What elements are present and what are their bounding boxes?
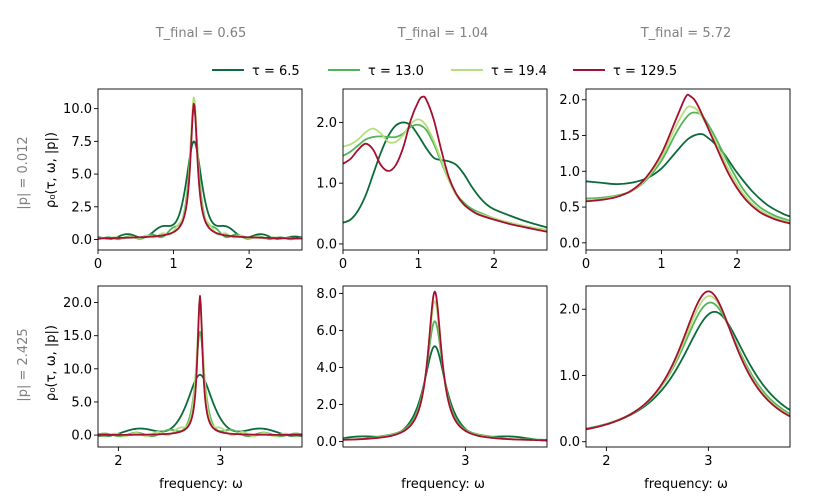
panel-r1-c3-ytick-label-4: 1.5 (559, 129, 580, 144)
panel-r2-c2-ytick-label-5: 8.0 (316, 287, 337, 302)
legend-label-3: τ = 19.4 (491, 64, 547, 79)
row-label-1: |p| = 0.012 (16, 136, 31, 209)
panel-r1-c3-series (586, 93, 790, 225)
legend-label-1: τ = 6.5 (252, 64, 300, 79)
panel-r1-c2-ytick-label-1: 0.0 (316, 237, 337, 252)
panel-r2-c3-ytick-label-3: 2.0 (559, 303, 580, 318)
panel-r1-c1-ytick-label-3: 5.0 (71, 168, 92, 183)
panel-r2-c1-frame (97, 285, 303, 448)
panel-r1-c2-xtick-label-1: 0 (339, 257, 347, 272)
panel-r2-c2-ytick-label-4: 6.0 (316, 324, 337, 339)
panel-r1-c3-xtick-label-3: 2 (733, 257, 741, 272)
y-axis-label-row2: ρ₀(τ, ω, |p|) (44, 325, 59, 401)
panel-r1-c2-xtick-label-3: 2 (490, 257, 498, 272)
panel-r2-c3-xtick-label-1: 2 (602, 454, 610, 469)
panel-r2-c2-series-line-4 (343, 290, 547, 442)
panel-r1-c1-series-line-4 (98, 102, 302, 240)
panel-r2-c2-series (343, 290, 547, 442)
panel-r1-c3-ytick-label-3: 1.0 (559, 165, 580, 180)
panel-r1-c3-ytick-label-5: 2.0 (559, 93, 580, 108)
panel-r2-c2-series-line-3 (343, 300, 547, 442)
y-axis-label-row1: ρ₀(τ, ω, |p|) (44, 132, 59, 208)
column-title-3: T_final = 5.72 (640, 26, 732, 41)
panel-r2-c2-ytick-label-3: 4.0 (316, 361, 337, 376)
panel-r1-c1-xtick-label-2: 1 (169, 257, 177, 272)
panel-r1-c3-series-line-4 (586, 93, 790, 225)
panel-r1-c1-frame (97, 88, 303, 251)
legend-label-4: τ = 129.5 (613, 64, 677, 79)
panel-r2-c1-series-line-3 (98, 304, 302, 438)
panel-r2-c1-ytick-label-3: 10.0 (63, 362, 92, 377)
legend-label-2: τ = 13.0 (368, 64, 424, 79)
panel-r2-c2-series-line-1 (343, 345, 547, 442)
column-title-1: T_final = 0.65 (155, 26, 247, 41)
panel-r1-c2-ytick-label-2: 1.0 (316, 177, 337, 192)
panel-r2-c1-ytick-label-4: 15.0 (63, 329, 92, 344)
panel-r2-c3: 2 3 0.0 1.0 2.0 (559, 285, 791, 469)
panel-r1-c3-ytick-label-2: 0.5 (559, 201, 580, 216)
panel-r1-c1-xtick-label-1: 0 (94, 257, 102, 272)
x-axis-label-2: frequency: ω (401, 477, 485, 492)
panel-r2-c3-xtick-label-2: 3 (704, 454, 712, 469)
panels-group: 0 1 20.02.55.07.510.00 1 20.01.02.00 1 20.00.5… (63, 88, 791, 469)
panel-r1-c1-ytick-label-2: 2.5 (71, 200, 92, 215)
x-axis-label-3: frequency: ω (644, 477, 728, 492)
panel-r1-c2-series-line-2 (343, 123, 547, 231)
panel-r1-c1-ytick-label-5: 10.0 (63, 102, 92, 117)
panel-r2-c3-ytick-label-1: 0.0 (559, 435, 580, 450)
panel-r2-c3-ytick-label-2: 1.0 (559, 369, 580, 384)
panel-r2-c2-frame (342, 285, 548, 448)
panel-r2-c1-series-line-1 (98, 373, 302, 438)
panel-r1-c1-ytick-label-4: 7.5 (71, 135, 92, 150)
panel-r1-c1-ytick-label-1: 0.0 (71, 233, 92, 248)
panel-r1-c1-series (98, 96, 302, 241)
panel-r2-c1-ytick-label-2: 5.0 (71, 395, 92, 410)
panel-r1-c3-series-line-1 (586, 133, 790, 218)
panel-r2-c2: 3 0.0 2.0 4.0 6.0 8.0 (316, 285, 548, 469)
panel-r1-c3-ytick-label-1: 0.0 (559, 236, 580, 251)
column-title-2: T_final = 1.04 (397, 26, 489, 41)
panel-r1-c1-series-line-2 (98, 107, 302, 241)
panel-r1-c2-series-line-1 (343, 121, 547, 229)
panel-r2-c1-series-line-4 (98, 295, 302, 436)
panel-r2-c3-series (586, 290, 790, 431)
panel-r1-c1: 0 1 2 0.0 2.5 5.0 7.5 10.0 (63, 88, 303, 272)
panel-r2-c1-series-line-2 (98, 330, 302, 438)
row-label-2: |p| = 2.425 (16, 328, 31, 401)
panel-r1-c2: 0 1 2 0.0 1.0 2.0 (316, 88, 548, 272)
panel-r1-c3-series-line-2 (586, 111, 790, 222)
legend: τ = 6.5 τ = 13.0 τ = 19.4 τ = 129.5 (212, 64, 677, 79)
panel-r2-c3-frame (585, 285, 791, 448)
panel-r2-c1: 2 3 0.0 5.0 10.0 15.0 20.0 (63, 285, 303, 469)
panel-r1-c3-frame (585, 88, 791, 251)
panel-r1-c3-xtick-label-2: 1 (657, 257, 665, 272)
panel-r2-c1-ytick-label-1: 0.0 (71, 429, 92, 444)
panel-r2-c3-series-line-3 (586, 295, 790, 431)
panel-r2-c2-ytick-label-1: 0.0 (316, 435, 337, 450)
panel-r1-c3-xtick-label-1: 0 (582, 257, 590, 272)
panel-r1-c2-ytick-label-3: 2.0 (316, 116, 337, 131)
panel-r2-c2-ytick-label-2: 2.0 (316, 398, 337, 413)
panel-r1-c3-series-line-3 (586, 105, 790, 223)
panel-r2-c1-ytick-label-5: 20.0 (63, 296, 92, 311)
x-axis-label-1: frequency: ω (159, 477, 243, 492)
panel-r1-c1-series-line-1 (98, 140, 302, 240)
panel-r1-c2-xtick-label-2: 1 (414, 257, 422, 272)
panel-r2-c1-xtick-label-1: 2 (114, 454, 122, 469)
panel-r2-c1-xtick-label-2: 3 (216, 454, 224, 469)
panel-r1-c2-series-line-4 (343, 95, 547, 233)
panel-r1-c3: 0 1 2 0.0 0.5 1.0 1.5 2.0 (559, 88, 791, 272)
panel-r1-c1-xtick-label-3: 2 (245, 257, 253, 272)
panel-r1-c2-series-line-3 (343, 118, 547, 231)
panel-r1-c2-frame (342, 88, 548, 251)
panel-r2-c1-series (98, 295, 302, 438)
panel-r1-c2-series (343, 95, 547, 233)
panel-r2-c3-series-line-4 (586, 290, 790, 431)
panel-r2-c2-xtick-label-1: 3 (461, 454, 469, 469)
panel-r2-c3-series-line-2 (586, 301, 790, 430)
